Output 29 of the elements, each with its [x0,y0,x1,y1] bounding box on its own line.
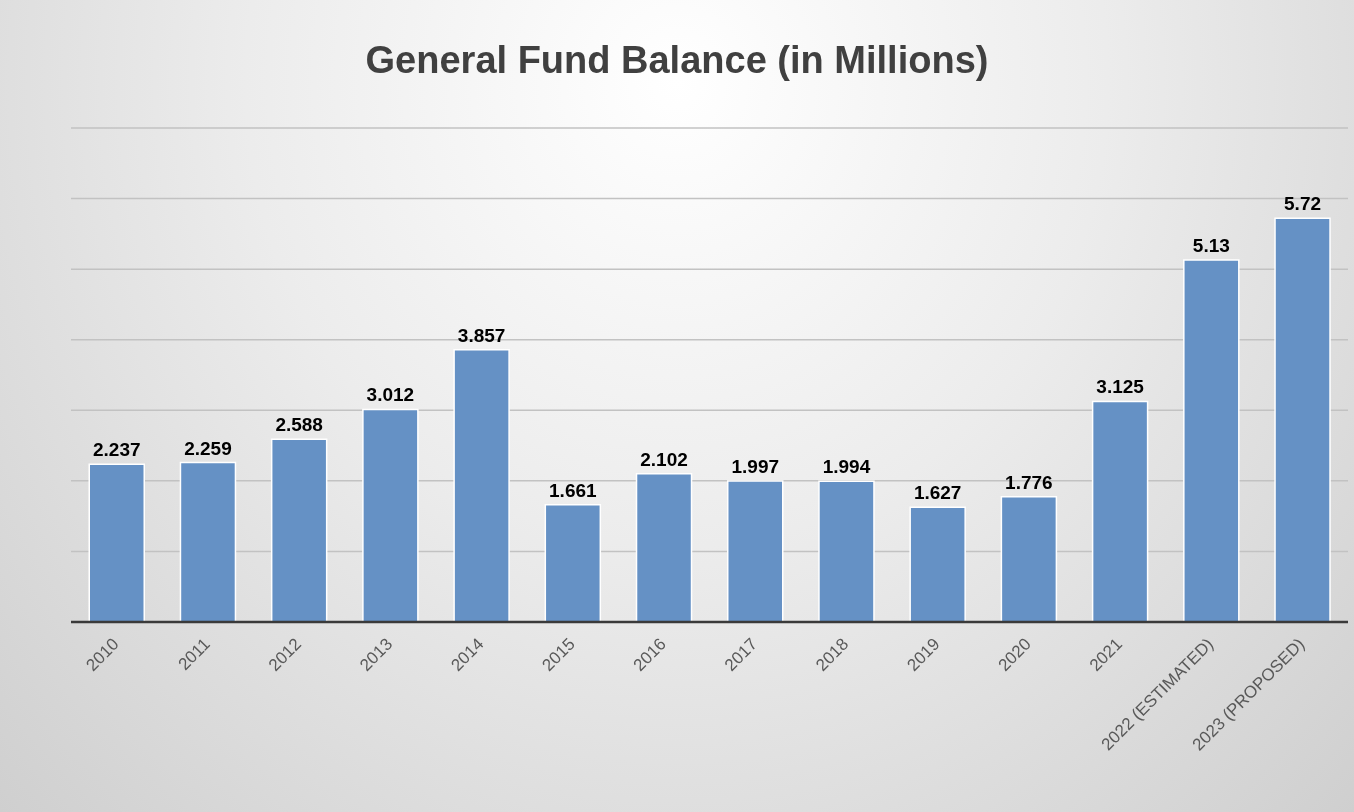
data-label: 1.994 [822,456,871,478]
data-label: 3.857 [457,324,506,346]
data-label: 2.102 [640,448,688,470]
data-label: 2.588 [275,414,323,436]
bar [270,438,328,622]
data-label: 5.13 [1192,234,1230,256]
data-label: 2.259 [184,437,232,459]
bar [909,506,966,622]
chart-title: General Fund Balance (in Millions) [364,37,990,83]
data-label: 2.237 [92,439,141,461]
data-label: 1.661 [549,479,598,501]
bar [362,408,419,622]
bar [1183,259,1240,622]
bar [726,480,784,622]
bar [1091,400,1149,622]
bar [453,349,510,622]
bar [1274,217,1331,622]
data-label: 1.997 [731,456,780,478]
data-label: 3.125 [1096,376,1145,398]
bar [88,463,145,622]
bar [635,472,693,622]
data-label: 1.776 [1005,471,1053,493]
data-label: 1.627 [913,482,962,504]
bar [818,480,875,622]
bar [1000,495,1058,622]
bar [544,504,602,622]
bar [179,461,237,622]
data-label: 5.72 [1284,193,1322,215]
data-label: 3.012 [366,384,415,406]
